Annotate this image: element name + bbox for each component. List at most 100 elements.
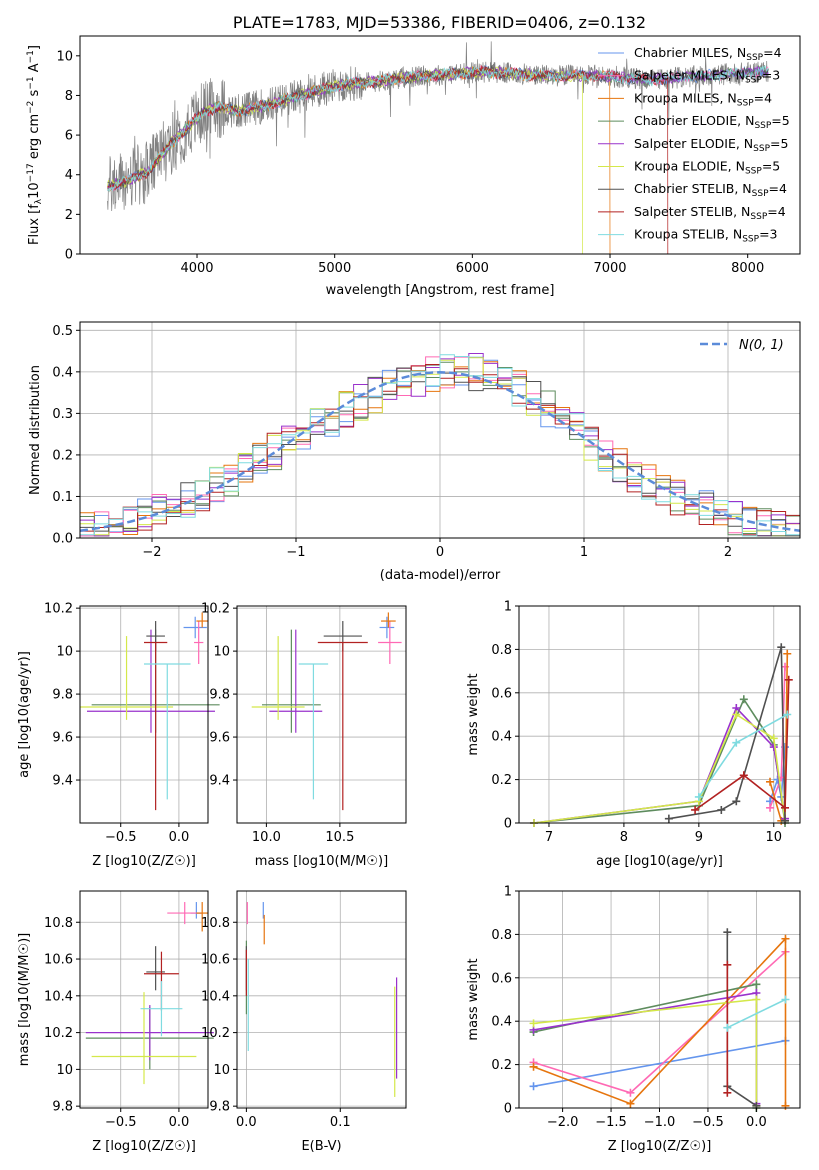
weight-vs-age-xtick-label: 9 — [695, 830, 703, 845]
mass-vs-z-frame: −0.5 0.0 9.8 10 10.2 10.4 10.6 10.8 — [44, 890, 209, 1130]
age-vs-mass-ytick-label: 10.2 — [201, 602, 230, 617]
legend-label: Chabrier STELIB, NSSP=4 — [634, 181, 787, 199]
spectrum-frame: 4000 5000 6000 7000 8000 0 2 4 6 8 10 — [56, 35, 801, 276]
observed-spectrum-line — [107, 41, 769, 212]
residuals-ytick-label: 0.1 — [52, 490, 73, 505]
residual-histogram — [80, 354, 800, 537]
weight-marker — [781, 995, 790, 1004]
weight-marker — [777, 643, 786, 652]
weight-vs-age-frame: 7 8 9 10 0 0.2 0.4 0.6 0.8 1 — [491, 600, 801, 845]
mass-vs-z-ytick-label: 10 — [56, 1063, 73, 1078]
weight-marker — [781, 803, 790, 812]
weight-marker — [769, 734, 778, 743]
weight-vs-age-ytick-label: 0.2 — [491, 773, 512, 788]
weight-vs-age-ytick-label: 0.8 — [491, 643, 512, 658]
mass-vs-ebv-ytick-label: 9.8 — [209, 1100, 230, 1115]
gaussian-curve — [79, 371, 801, 532]
age-vs-z-ytick-label: 9.8 — [52, 688, 73, 703]
age-vs-mass-border — [236, 605, 407, 824]
legend-label: Salpeter ELODIE, NSSP=5 — [634, 136, 788, 154]
weight-marker — [783, 649, 792, 658]
spectrum-xtick-label: 7000 — [593, 261, 626, 276]
spectrum-ytick-label: 2 — [65, 208, 73, 223]
weight-marker — [529, 1062, 538, 1071]
weight-line — [533, 936, 787, 1106]
residuals-ytick-label: 0.0 — [52, 532, 73, 547]
mass-vs-z-xtick-label: 0.0 — [169, 1115, 190, 1130]
weight-vs-z-ylabel: mass weight — [466, 958, 481, 1040]
mass-vs-ebv-xtick-label: 0.0 — [236, 1115, 257, 1130]
weight-marker — [732, 738, 741, 747]
weight-vs-age-ytick-label: 0 — [504, 817, 512, 832]
mass-vs-z-xtick-label: −0.5 — [105, 1115, 137, 1130]
weight-marker — [694, 792, 703, 801]
residuals-ytick-label: 0.5 — [52, 324, 73, 339]
age-vs-mass-xlabel: mass [log10(M/M☉)] — [255, 854, 388, 869]
weight-marker — [766, 777, 775, 786]
age-vs-z-xlabel: Z [log10(Z/Z☉)] — [92, 854, 196, 869]
age-vs-z-border — [79, 605, 209, 824]
residuals-frame: −2 −1 0 1 2 0.0 0.1 0.2 0.3 0.4 0.5 — [52, 321, 801, 560]
mass-vs-ebv-frame: 0.0 0.1 9.8 10 10.2 10.4 10.6 10.8 — [201, 890, 407, 1130]
weight-vs-z-xtick-label: −0.5 — [692, 1115, 724, 1130]
weight-marker — [723, 960, 732, 969]
weight-marker — [529, 1082, 538, 1091]
mass-vs-z-ytick-label: 10.8 — [44, 916, 73, 931]
weight-marker — [739, 771, 748, 780]
weight-marker — [626, 1088, 635, 1097]
mass-vs-ebv-ytick-label: 10.4 — [201, 989, 230, 1004]
spectrum-xtick-label: 4000 — [180, 261, 213, 276]
mass-vs-z-ytick-label: 10.6 — [44, 953, 73, 968]
age-vs-z-ytick-label: 9.4 — [52, 774, 73, 789]
legend-label: Chabrier ELODIE, NSSP=5 — [634, 113, 790, 131]
spectrum-xtick-label: 6000 — [456, 261, 489, 276]
spectrum-ytick-label: 6 — [65, 129, 73, 144]
weight-vs-z-frame: −2.0 −1.5 −1.0 −0.5 0.0 0 0.2 0.4 0.6 0.8 1 — [491, 885, 801, 1130]
weight-marker — [752, 995, 761, 1004]
residuals-xtick-label: 1 — [580, 545, 588, 560]
weight-marker — [664, 814, 673, 823]
weight-marker — [732, 710, 741, 719]
legend-label: Salpeter MILES, NSSP=3 — [634, 68, 780, 86]
weight-vs-z-xlabel: Z [log10(Z/Z☉)] — [608, 1139, 712, 1154]
weight-marker — [784, 675, 793, 684]
weight-vs-age-ytick-label: 0.6 — [491, 686, 512, 701]
residuals-ytick-label: 0.3 — [52, 407, 73, 422]
spectrum-ytick-label: 0 — [65, 248, 73, 263]
weight-vs-age-xtick-label: 7 — [545, 830, 553, 845]
age-vs-z-panel — [80, 612, 220, 811]
age-vs-mass-panel — [251, 612, 402, 811]
spectrum-model-line — [107, 64, 669, 255]
residuals-ytick-label: 0.2 — [52, 448, 73, 463]
legend-label: Kroupa MILES, NSSP=4 — [634, 90, 772, 108]
weight-marker — [626, 1099, 635, 1108]
weight-vs-age-border — [518, 605, 801, 824]
age-vs-z-frame: −0.5 0.0 9.4 9.6 9.8 10 10.2 — [44, 602, 209, 845]
mass-vs-z-ylabel: mass [log10(M/M☉)] — [17, 933, 32, 1066]
weight-vs-age-panel — [529, 643, 793, 827]
weight-vs-age-xtick-label: 8 — [620, 830, 628, 845]
residuals-panel: N(0, 1) — [79, 338, 801, 537]
mass-vs-ebv-ytick-label: 10.2 — [201, 1026, 230, 1041]
mass-vs-ebv-xlabel: E(B-V) — [301, 1139, 341, 1154]
spectrum-title: PLATE=1783, MJD=53386, FIBERID=0406, z=0… — [233, 13, 646, 32]
weight-vs-z-ytick-label: 1 — [504, 885, 512, 900]
legend-label: Kroupa ELODIE, NSSP=5 — [634, 159, 780, 177]
mass-vs-z-ytick-label: 10.2 — [44, 1026, 73, 1041]
age-vs-mass-frame: 10.0 10.5 9.4 9.6 9.8 10 10.2 — [201, 602, 407, 845]
weight-vs-age-ylabel: mass weight — [466, 673, 481, 755]
spectrum-model-line — [107, 65, 769, 189]
weight-marker — [529, 1019, 538, 1028]
weight-marker — [769, 743, 778, 752]
age-vs-z-axes — [80, 606, 208, 823]
spectrum-model-line — [107, 65, 769, 193]
mass-vs-z-xlabel: Z [log10(Z/Z☉)] — [92, 1139, 196, 1154]
age-vs-mass-xtick-label: 10.5 — [325, 830, 354, 845]
weight-vs-z-ytick-label: 0.6 — [491, 971, 512, 986]
age-vs-mass-xtick-label: 10.0 — [252, 830, 281, 845]
age-vs-z-xtick-label: −0.5 — [105, 830, 137, 845]
mass-vs-z-border — [79, 890, 209, 1109]
age-vs-z-ytick-label: 10 — [56, 645, 73, 660]
weight-vs-z-xtick-label: −2.0 — [547, 1115, 579, 1130]
